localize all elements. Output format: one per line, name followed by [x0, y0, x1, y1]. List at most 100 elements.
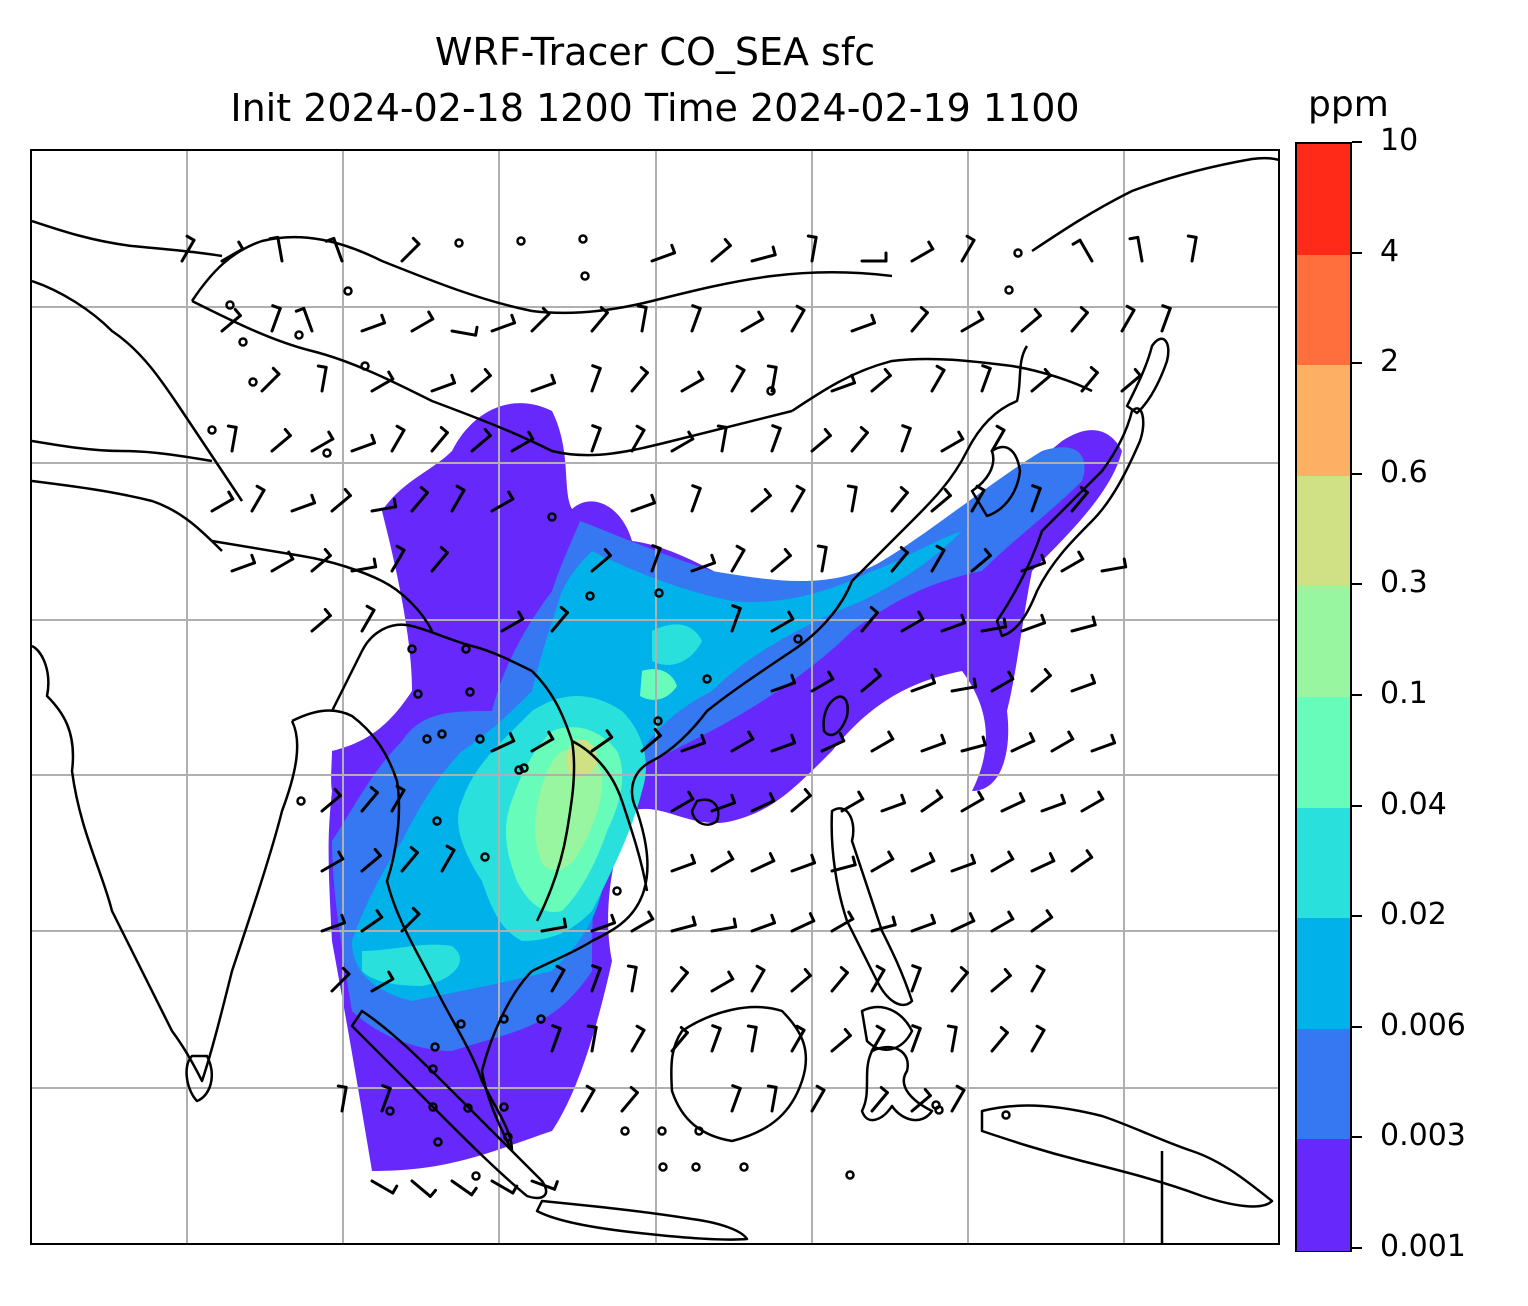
wind-barb-shaft	[370, 377, 395, 393]
wind-barb-flag	[591, 424, 602, 430]
wind-barb-flag	[237, 240, 245, 251]
wind-barb-shaft	[1030, 915, 1054, 933]
wind-barb-shaft	[710, 857, 735, 873]
coastline	[670, 1005, 808, 1143]
wind-barb-flag	[808, 912, 816, 923]
wind-barb-flag	[839, 965, 849, 975]
wind-barb-flag	[955, 1084, 966, 1092]
wind-barb-shaft	[870, 737, 895, 753]
wind-barb-shaft	[1120, 374, 1142, 393]
wind-barb-flag	[1003, 967, 1012, 978]
wind-barb-flag	[977, 310, 985, 321]
wind-barb-shaft	[740, 317, 765, 333]
wind-barb-flag	[650, 493, 657, 505]
wind-barb-shaft	[830, 863, 857, 873]
wind-barb-shaft	[940, 437, 965, 453]
wind-barb-shaft	[470, 434, 492, 453]
wind-barb-shaft	[670, 437, 695, 453]
calm-wind-marker	[471, 1171, 481, 1181]
coastline	[690, 798, 720, 826]
colorbar-tick	[1352, 1136, 1362, 1139]
wind-barb-shaft	[440, 848, 456, 873]
wind-barb-flag	[483, 427, 492, 438]
wind-barb-flag	[1071, 238, 1082, 246]
wind-barb-flag	[731, 1084, 742, 1090]
wind-barb-shaft	[1078, 238, 1094, 263]
wind-barb-flag	[372, 557, 378, 569]
colorbar-segment	[1297, 365, 1350, 477]
calm-wind-marker	[658, 1162, 668, 1172]
wind-barb-shaft	[350, 565, 378, 573]
colorbar-tick	[1352, 1247, 1362, 1249]
wind-barb-shaft	[1060, 557, 1085, 573]
wind-barb-shaft	[690, 486, 702, 513]
colorbar-tick-label: 2	[1380, 344, 1400, 380]
wind-barb-shaft	[850, 485, 858, 513]
wind-barb-flag	[670, 243, 677, 255]
colorbar	[1295, 142, 1352, 1252]
wind-barb-shaft	[910, 859, 936, 873]
coastline	[32, 644, 299, 1083]
wind-barb-shaft	[630, 1028, 646, 1053]
wind-barb-flag	[901, 424, 912, 430]
wind-barb-flag	[599, 305, 609, 315]
wind-barb-shaft	[330, 494, 352, 513]
wind-barb-flag	[474, 325, 479, 337]
wind-barb-flag	[679, 1025, 689, 1035]
wind-barb-shaft	[270, 434, 292, 453]
wind-barb-flag	[716, 424, 728, 429]
wind-barb-flag	[268, 235, 280, 241]
map-panel[interactable]	[30, 149, 1280, 1245]
wind-barb-shaft	[430, 551, 449, 573]
wind-barb-flag	[827, 670, 835, 681]
coastline	[32, 479, 223, 552]
wind-barb-shaft	[630, 371, 649, 393]
wind-barb-shaft	[730, 1086, 742, 1113]
coastline	[1031, 156, 1278, 253]
wind-barb-shaft	[360, 791, 379, 813]
wind-barb-shaft	[360, 321, 387, 333]
wind-barb-shaft	[530, 1179, 557, 1191]
calm-wind-marker	[475, 734, 485, 744]
map-title-line1: WRF-Tracer CO_SEA sfc	[434, 30, 876, 74]
wind-barb-shaft	[590, 735, 614, 753]
wind-barb-flag	[1031, 484, 1042, 490]
wind-barb-flag	[333, 787, 342, 798]
wind-barb-flag	[271, 304, 282, 310]
colorbar-segment	[1297, 586, 1350, 698]
wind-barb-shaft	[470, 374, 492, 393]
wind-barb-shaft	[870, 968, 886, 993]
wind-barb-shaft	[750, 921, 777, 933]
calm-wind-marker	[407, 644, 417, 654]
wind-barb-shaft	[990, 857, 1015, 873]
wind-barb-flag	[846, 484, 858, 489]
wind-barb-flag	[1033, 307, 1042, 318]
wind-barb-shaft	[1030, 1028, 1046, 1053]
calm-wind-marker	[519, 763, 529, 773]
coastline	[980, 1104, 1274, 1208]
wind-barb-flag	[324, 236, 336, 243]
wind-barb-shaft	[360, 854, 382, 873]
wind-barb-shaft	[960, 238, 976, 263]
wind-barb-shaft	[590, 1025, 598, 1053]
wind-barb-shaft	[590, 311, 609, 333]
wind-barb-shaft	[860, 611, 879, 633]
wind-barb-flag	[1091, 615, 1097, 627]
wind-barb-shaft	[710, 925, 738, 933]
wind-barb-shaft	[750, 859, 776, 873]
wind-barb-shaft	[870, 374, 892, 393]
wind-barb-flag	[227, 490, 235, 501]
colorbar-tick	[1352, 804, 1362, 807]
calm-wind-marker	[385, 1106, 395, 1116]
wind-barb-shaft	[770, 681, 797, 693]
wind-barb-shaft	[710, 977, 735, 993]
calm-wind-marker	[931, 1100, 941, 1110]
wind-barb-flag	[691, 304, 702, 310]
wind-barb-flag	[869, 605, 879, 615]
calm-wind-marker	[536, 1014, 546, 1024]
wind-barb-flag	[439, 545, 449, 555]
colorbar-tick	[1352, 251, 1362, 254]
wind-barb-shaft	[180, 238, 196, 263]
wind-barb-flag	[636, 304, 648, 309]
wind-barb-shaft	[310, 554, 332, 573]
